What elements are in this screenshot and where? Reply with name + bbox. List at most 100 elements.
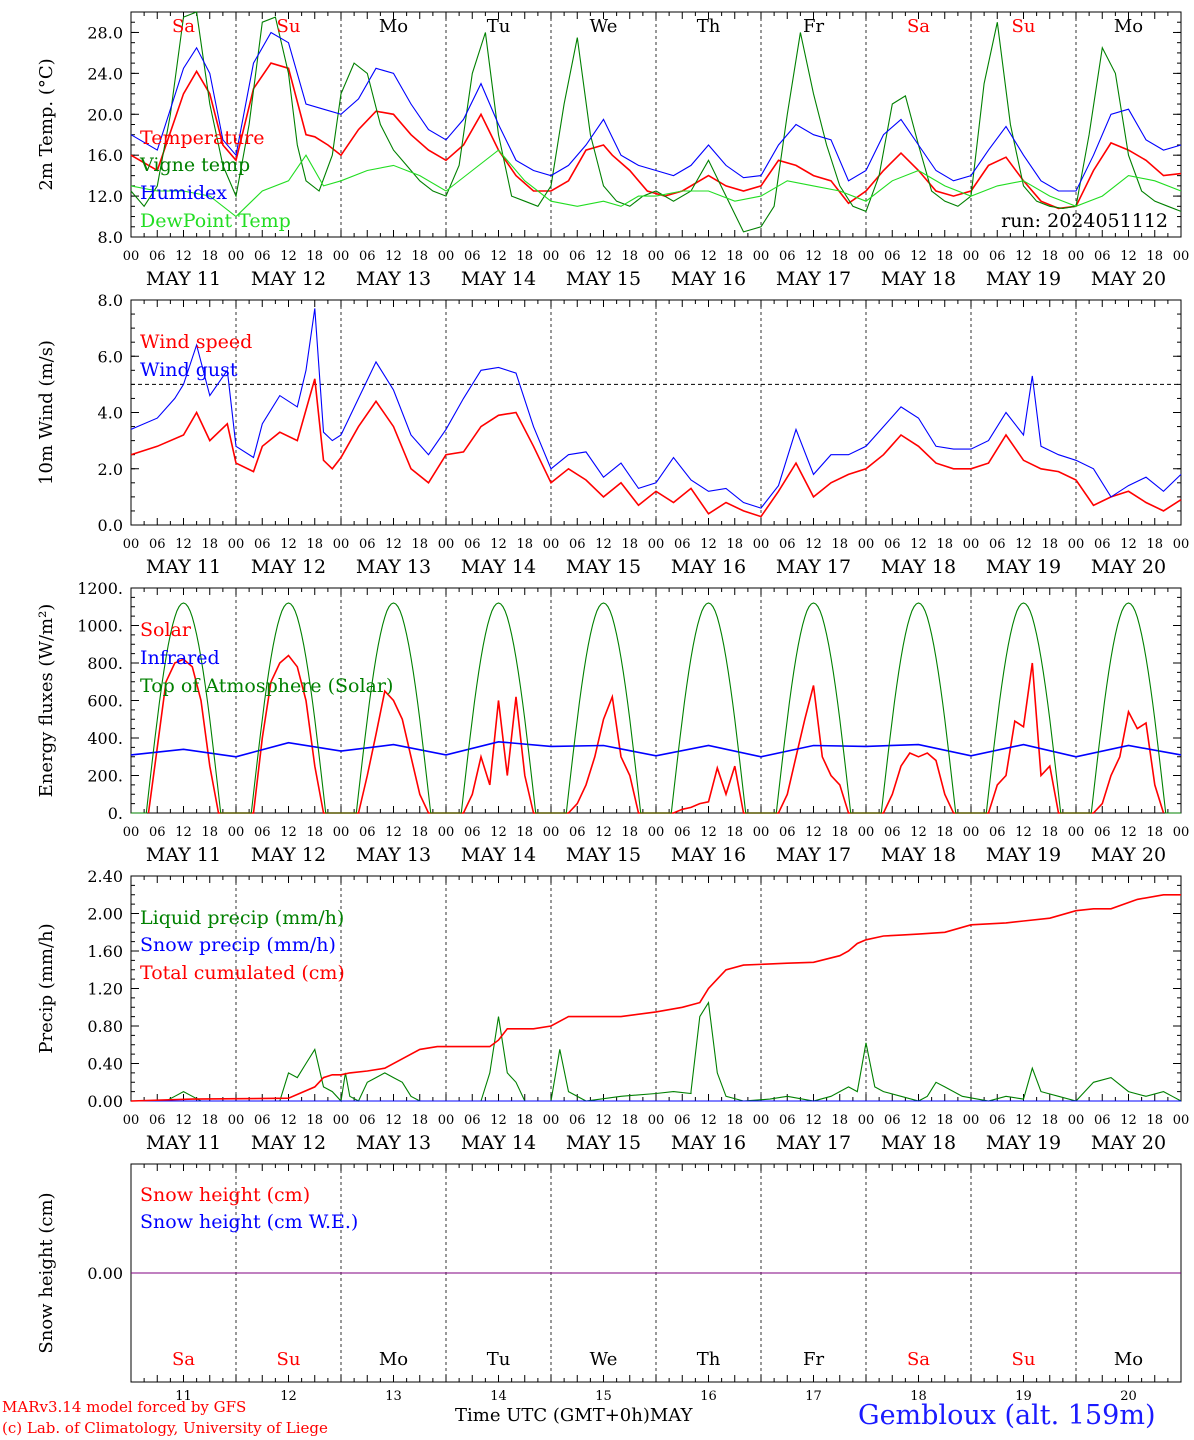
hour-tick-label: 12 — [805, 1113, 822, 1128]
hour-tick-label: 12 — [175, 825, 192, 840]
hour-tick-label: 12 — [910, 1113, 927, 1128]
plot-frame — [130, 587, 1182, 814]
y-tick-label: 200. — [87, 767, 123, 786]
y-axis-label: Energy fluxes (W/m²) — [36, 604, 57, 798]
hour-tick-label: 00 — [543, 1113, 560, 1128]
hour-tick-label: 18 — [831, 249, 848, 264]
hour-tick-label: 06 — [884, 825, 901, 840]
legend-entry: Total cumulated (cm) — [140, 962, 345, 984]
series-line-infrared — [130, 740, 1182, 758]
hour-tick-label: 12 — [700, 537, 717, 552]
hour-tick-label: 06 — [149, 825, 166, 840]
day-date-label: MAY 11 — [146, 1132, 221, 1154]
station-name: Gembloux (alt. 159m) — [858, 1400, 1156, 1431]
hour-tick-label: 18 — [621, 1113, 638, 1128]
day-date-label: MAY 15 — [566, 268, 641, 290]
day-date-label: MAY 20 — [1091, 844, 1166, 866]
hour-tick-label: 18 — [726, 1113, 743, 1128]
hour-tick-label: 00 — [648, 825, 665, 840]
y-tick-label: 6.0 — [98, 347, 123, 366]
hour-tick-label: 06 — [149, 537, 166, 552]
day-date-label: MAY 12 — [251, 268, 326, 290]
hour-tick-label: 12 — [490, 537, 507, 552]
hour-tick-label: 00 — [438, 1113, 455, 1128]
legend-entry: Liquid precip (mm/h) — [140, 907, 344, 929]
legend-entry: Wind speed — [140, 331, 252, 353]
hour-tick-label: 06 — [464, 825, 481, 840]
hour-tick-label: 00 — [228, 1113, 245, 1128]
day-date-label: MAY 18 — [881, 1132, 956, 1154]
hour-tick-label: 18 — [516, 1113, 533, 1128]
hour-tick-label: 00 — [1173, 825, 1190, 840]
day-date-label: MAY 17 — [776, 844, 851, 866]
day-date-label: MAY 11 — [146, 268, 221, 290]
weekday-label-bottom: We — [590, 1349, 618, 1370]
hour-tick-label: 18 — [1041, 825, 1058, 840]
hour-tick-label: 00 — [123, 1113, 140, 1128]
hour-tick-label: 06 — [569, 249, 586, 264]
hour-tick-label: 06 — [254, 249, 271, 264]
hour-tick-label: 00 — [228, 249, 245, 264]
legend-entry: Snow height (cm) — [140, 1184, 310, 1206]
x-ticks — [130, 876, 1182, 1101]
series-line-dewpoint-temp — [130, 149, 1182, 218]
hour-tick-label: 06 — [149, 1113, 166, 1128]
hour-tick-label: 00 — [543, 825, 560, 840]
hour-tick-label: 12 — [1015, 249, 1032, 264]
legend-entry: Snow precip (mm/h) — [140, 934, 336, 956]
weekday-label-bottom: Tu — [487, 1349, 511, 1370]
y-tick-label: 0.00 — [87, 1264, 123, 1283]
day-date-label: MAY 12 — [251, 1132, 326, 1154]
day-date-label: MAY 16 — [671, 1132, 746, 1154]
weekday-label-bottom: Sa — [172, 1349, 195, 1370]
weekday-label: Tu — [487, 16, 511, 37]
hour-tick-label: 00 — [543, 537, 560, 552]
hour-tick-label: 12 — [490, 825, 507, 840]
weekday-label: Su — [277, 16, 301, 37]
hour-tick-label: 18 — [411, 249, 428, 264]
y-tick-label: 0.80 — [87, 1017, 123, 1036]
x-ticks — [130, 300, 1182, 525]
hour-tick-label: 06 — [254, 1113, 271, 1128]
series-line-vigne-temp — [130, 11, 1182, 233]
day-date-label: MAY 14 — [461, 844, 536, 866]
hour-tick-label: 12 — [385, 1113, 402, 1128]
hour-tick-label: 18 — [1041, 249, 1058, 264]
day-date-label: MAY 13 — [356, 556, 431, 578]
hour-tick-label: 06 — [884, 249, 901, 264]
panel-1: 8.0 12.0 16.0 20.0 24.0 28.0 2m Temp. (°C) Temp… — [36, 11, 1189, 290]
day-date-label: MAY 15 — [566, 844, 641, 866]
hour-tick-label: 12 — [175, 537, 192, 552]
hour-tick-label: 12 — [595, 1113, 612, 1128]
hour-tick-label: 06 — [1094, 825, 1111, 840]
hour-tick-label: 06 — [254, 537, 271, 552]
legend-entry: Humidex — [140, 182, 227, 204]
y-tick-label: 2.0 — [98, 460, 123, 479]
y-axis-label: Snow height (cm) — [36, 1192, 57, 1353]
hour-tick-label: 06 — [884, 1113, 901, 1128]
weekday-label: Mo — [1114, 16, 1143, 37]
legend-entry: Infrared — [140, 647, 220, 669]
hour-tick-label: 18 — [1041, 537, 1058, 552]
weekday-label-bottom: Su — [277, 1349, 301, 1370]
hour-tick-label: 00 — [333, 825, 350, 840]
day-date-label: MAY 12 — [251, 844, 326, 866]
hour-tick-label: 12 — [385, 825, 402, 840]
hour-tick-label: 18 — [1146, 1113, 1163, 1128]
hour-tick-label: 00 — [123, 537, 140, 552]
hour-tick-label: 12 — [1120, 537, 1137, 552]
weekday-label: Th — [697, 16, 721, 37]
hour-tick-label: 06 — [359, 537, 376, 552]
hour-tick-label: 00 — [753, 249, 770, 264]
day-date-label: MAY 19 — [986, 556, 1061, 578]
hour-tick-label: 12 — [1015, 537, 1032, 552]
hour-tick-label: 06 — [569, 825, 586, 840]
hour-tick-label: 00 — [543, 249, 560, 264]
series-line-liquid-precip-mm-h- — [131, 1000, 1182, 1103]
hour-tick-label: 12 — [175, 1113, 192, 1128]
panel-4: 0.00 0.40 0.80 1.20 1.60 2.00 2.40 Precip (mm/h… — [36, 867, 1189, 1154]
y-tick-label: 28.0 — [87, 23, 123, 42]
hour-tick-label: 00 — [753, 825, 770, 840]
hour-tick-label: 18 — [1146, 249, 1163, 264]
